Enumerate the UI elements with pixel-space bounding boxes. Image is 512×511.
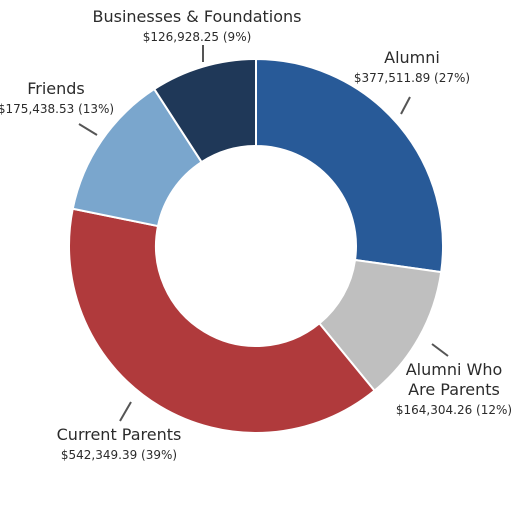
slice-label-alumni: Alumni	[384, 48, 440, 67]
slice-label-friends: Friends	[27, 79, 85, 98]
leader-line-friends	[78, 123, 98, 136]
slice-alumni	[255, 57, 444, 274]
slice-label-alumni-who-are-parents-line-2: Are Parents	[408, 380, 500, 399]
slice-label-businesses-foundations: Businesses & Foundations	[92, 7, 301, 26]
leader-line-current-parents	[119, 401, 132, 422]
slice-value-alumni: $377,511.89 (27%)	[354, 71, 470, 85]
slice-value-friends: $175,438.53 (13%)	[0, 102, 114, 116]
leader-line-alumni	[400, 96, 411, 115]
slice-label-current-parents: Current Parents	[57, 425, 182, 444]
slice-value-alumni-who-are-parents: $164,304.26 (12%)	[396, 403, 512, 417]
slice-value-current-parents: $542,349.39 (39%)	[61, 448, 177, 462]
slice-label-alumni-who-are-parents-line-1: Alumni Who	[406, 360, 503, 379]
slice-value-businesses-foundations: $126,928.25 (9%)	[143, 30, 252, 44]
slice-businesses-foundations	[152, 57, 257, 164]
leader-line-alumni-who-are-parents	[431, 343, 449, 357]
slice-current-parents	[68, 207, 376, 434]
